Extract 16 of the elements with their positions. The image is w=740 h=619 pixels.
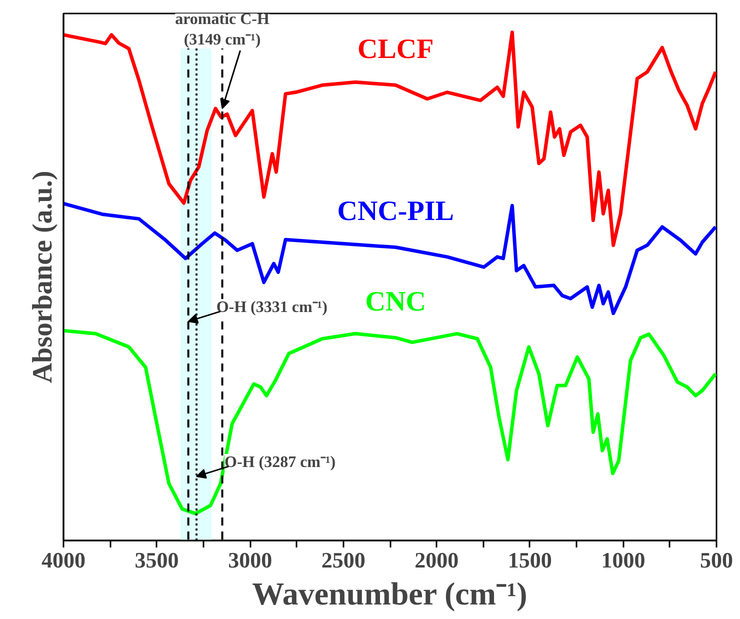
series-label: CNC-PIL [337,196,454,227]
x-tick-label: 500 [700,548,733,572]
series-label: CLCF [357,34,434,65]
annotation: O-H (3287 cm⁻¹) [224,454,336,471]
x-tick-label: 1000 [601,548,646,572]
x-tick-label: 3000 [228,548,272,572]
series-label: CNC [365,286,426,318]
x-tick-label: 3500 [134,548,179,572]
y-axis-title: Absorbance (a.u.) [28,170,58,384]
x-tick-label: 1500 [508,548,552,572]
x-axis-title: Wavenumber (cm⁻¹) [252,576,528,612]
x-tick-label: 2500 [321,548,366,572]
annotation: O-H (3331 cm⁻¹) [216,298,328,316]
x-tick-label: 4000 [42,548,86,572]
annotation: aromatic C-H (3149 cm⁻¹) [175,11,270,49]
x-tick-label: 2000 [414,548,459,572]
